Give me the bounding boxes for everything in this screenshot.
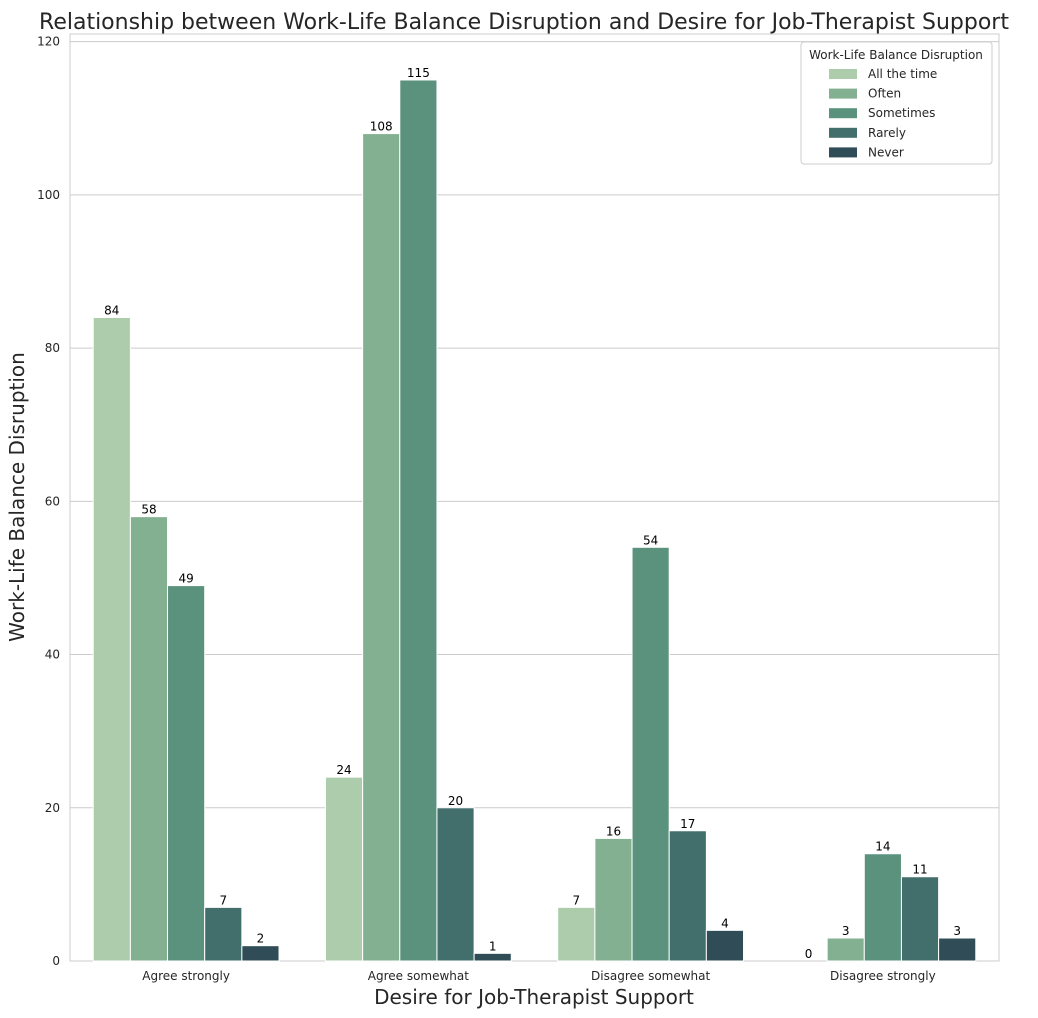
y-tick-label: 20 [45,801,60,815]
bars [92,79,977,962]
bar-value-label: 54 [643,533,658,547]
bar [204,906,243,962]
bar [167,585,206,962]
bar [594,837,633,962]
bar [705,929,745,962]
bar-value-label: 17 [680,817,695,831]
bar-value-label: 3 [953,924,961,938]
bar [826,937,865,962]
bar-value-label: 3 [842,924,850,938]
bar-value-label: 1 [489,939,497,953]
bar [863,853,902,962]
legend-entry: Often [868,87,901,101]
bar-value-label: 115 [407,66,430,80]
bar [324,776,364,962]
x-axis-title: Desire for Job-Therapist Support [374,985,694,1009]
y-tick-label: 60 [45,494,60,508]
bar [473,952,512,962]
legend-entry: All the time [868,67,937,81]
chart-title: Relationship between Work-Life Balance D… [39,10,1009,35]
bar [668,830,707,962]
y-axis-ticks: 0 20 40 60 80 100 120 [37,35,60,968]
bar-value-label: 84 [104,303,119,317]
bar-value-label: 4 [721,916,729,930]
legend-swatch [829,147,857,158]
legend-swatch [829,88,857,99]
legend: Work-Life Balance Disruption All the tim… [800,41,993,165]
bar [129,516,169,962]
bar [938,937,977,962]
plot-frame [69,33,1000,962]
bar-value-label: 0 [805,947,813,961]
bar-value-label: 2 [257,932,265,946]
x-tick-label: Disagree somewhat [591,969,710,983]
x-tick-label: Disagree strongly [830,969,936,983]
gridlines [70,41,999,809]
bar [900,876,940,962]
bar [241,945,280,962]
bar-value-label: 7 [219,893,227,907]
y-tick-label: 0 [52,954,60,968]
bar-value-label: 58 [141,503,156,517]
bar-value-label: 49 [178,572,193,586]
legend-entry: Rarely [868,126,906,140]
legend-entry: Sometimes [868,106,935,120]
bar-value-label: 11 [912,863,927,877]
legend-swatch [829,69,857,79]
bar-value-label: 7 [572,893,580,907]
y-tick-label: 40 [45,648,60,662]
y-tick-label: 120 [37,35,60,49]
bar [557,906,596,962]
bar-value-label: 14 [875,840,890,854]
bar [436,807,475,962]
legend-title: Work-Life Balance Disruption [809,48,983,62]
bar-value-label: 20 [448,794,463,808]
bar [631,546,670,962]
x-axis-ticks: Agree strongly Agree somewhat Disagree som… [142,969,935,983]
y-tick-label: 100 [37,188,60,202]
bar [92,316,131,962]
legend-swatch [829,127,857,138]
bar-value-label: 24 [336,763,351,777]
y-tick-label: 80 [45,341,60,355]
bar-value-label: 108 [370,120,393,134]
y-axis-title: Work-Life Balance Disruption [5,352,29,642]
bar-value-label: 16 [606,824,621,838]
legend-entry: Never [868,145,904,159]
bar [399,79,438,962]
legend-swatch [829,108,857,119]
x-tick-label: Agree strongly [142,969,230,983]
x-tick-label: Agree somewhat [368,969,470,983]
bar [362,133,401,962]
